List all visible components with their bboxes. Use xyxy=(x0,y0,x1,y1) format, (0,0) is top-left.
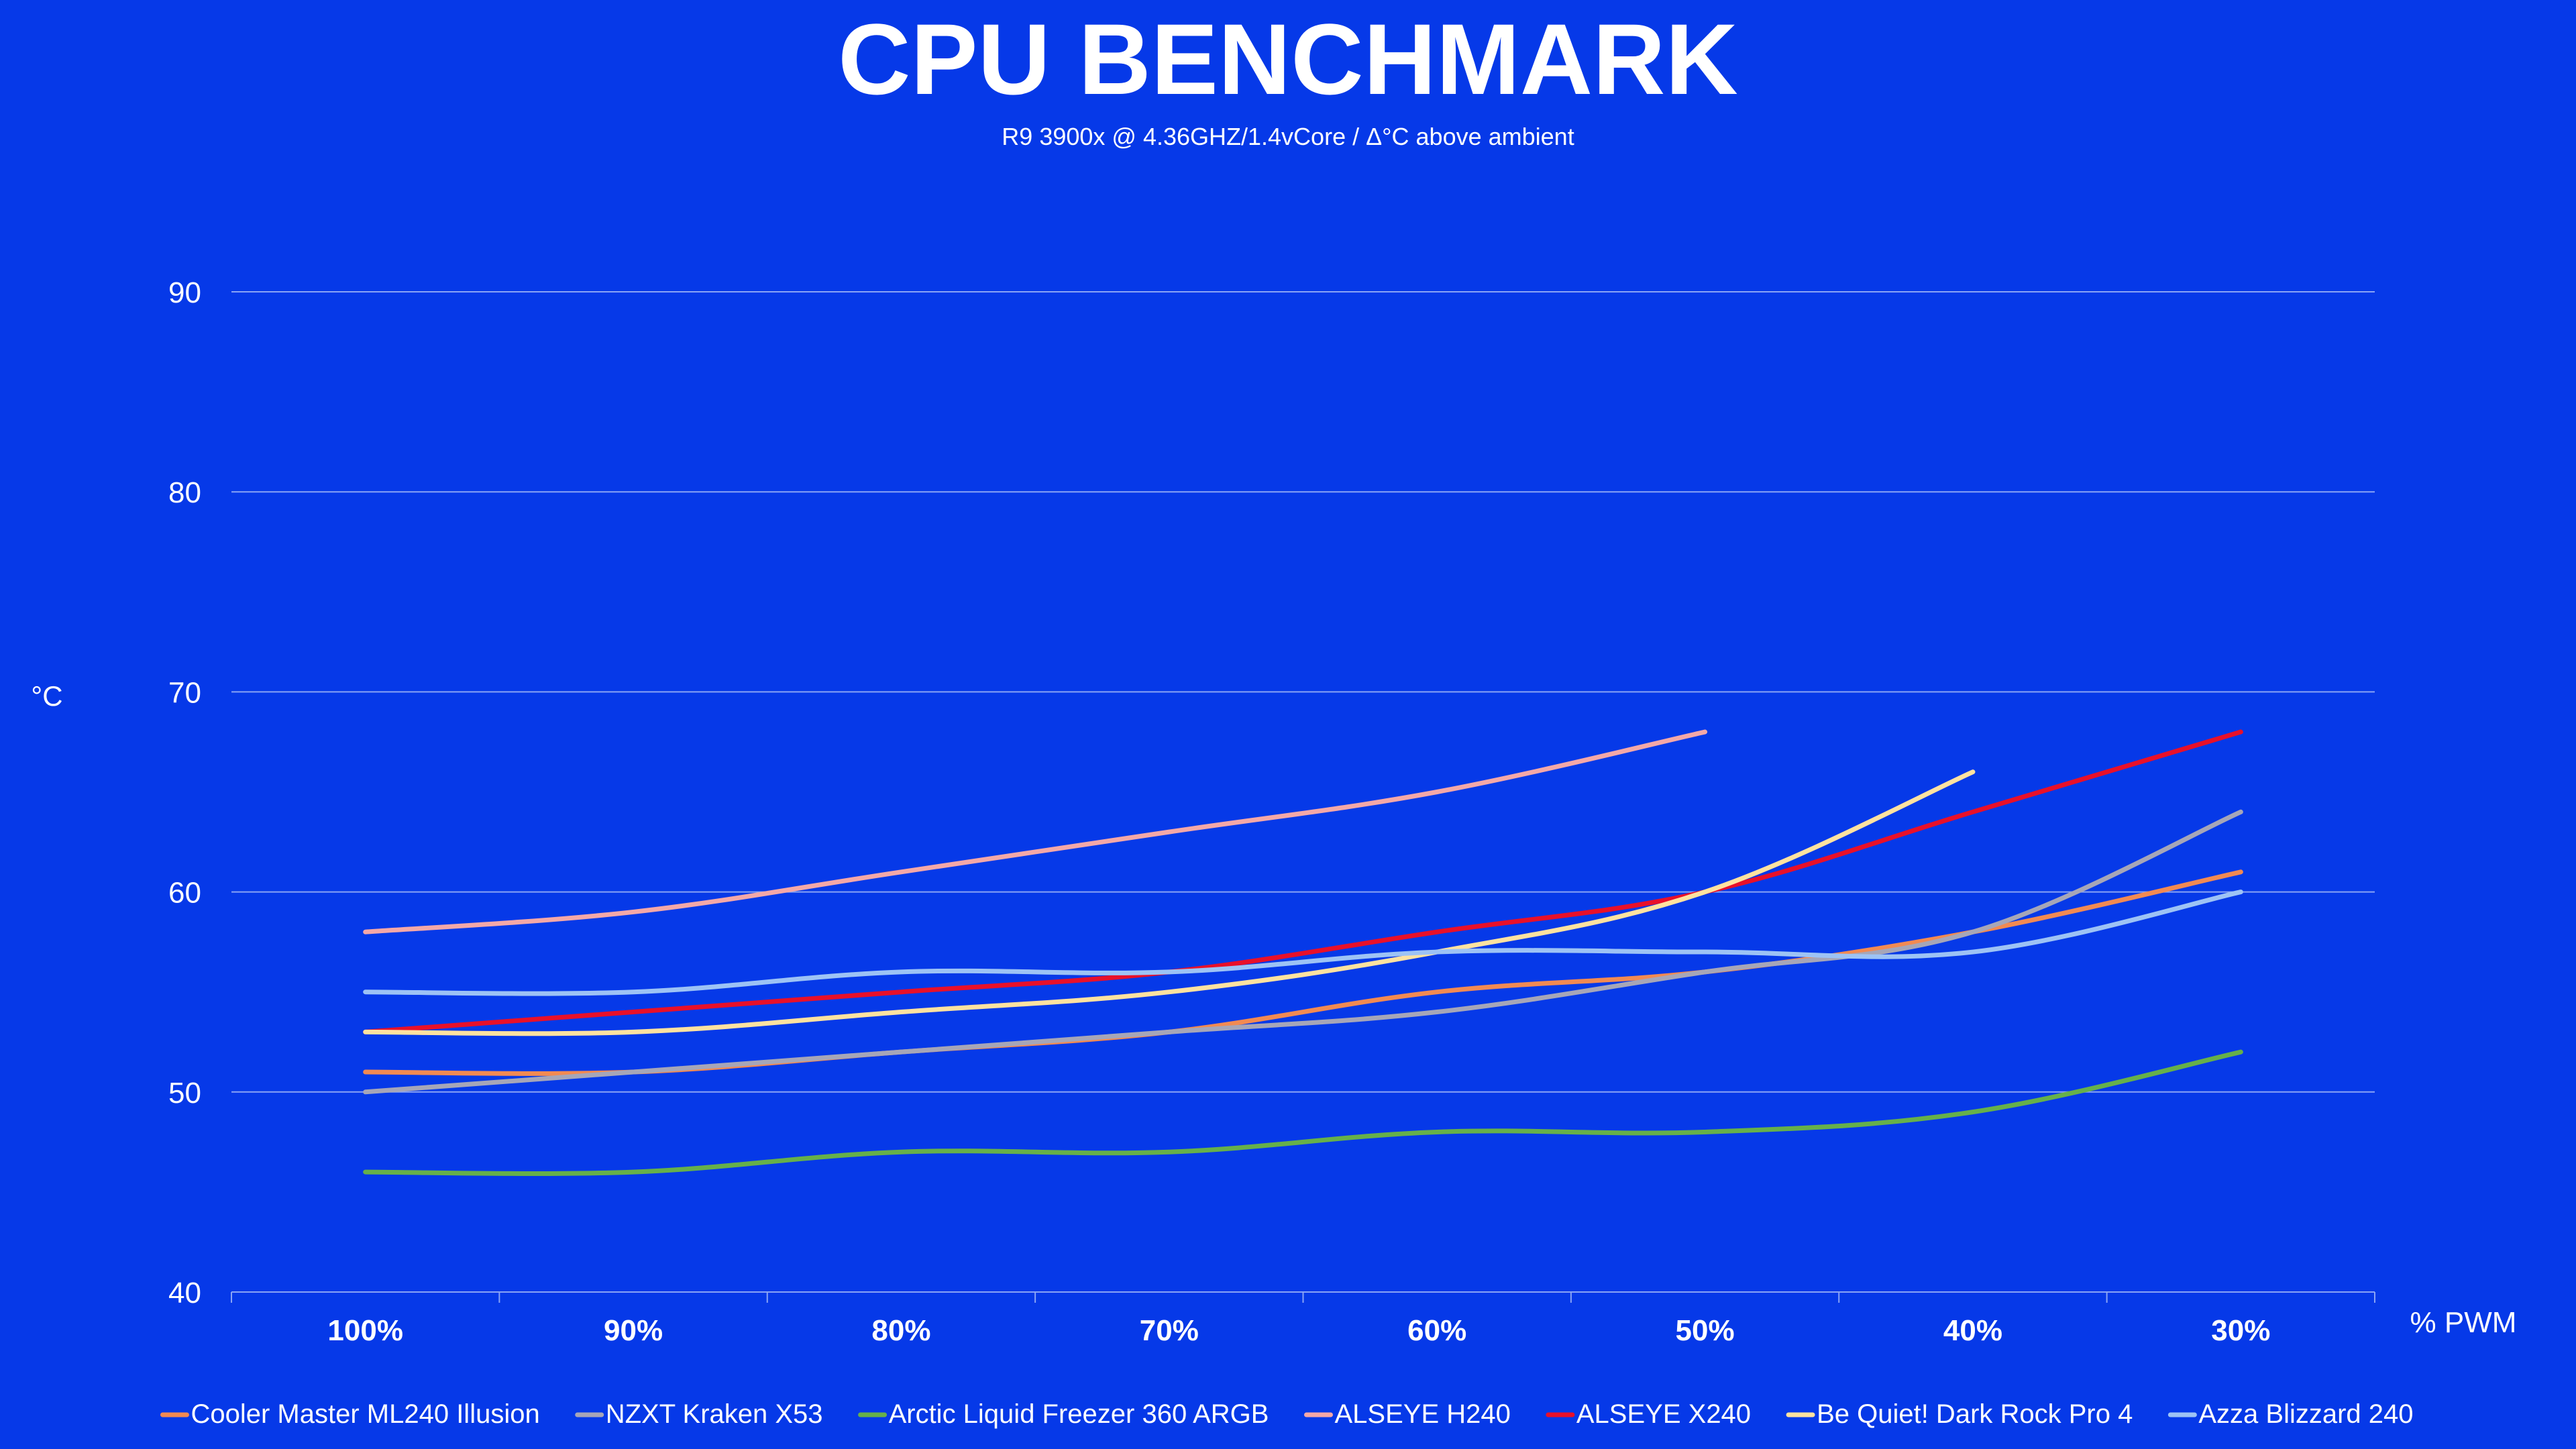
legend-label: Be Quiet! Dark Rock Pro 4 xyxy=(1817,1399,2133,1429)
series-line-4 xyxy=(363,729,2243,1034)
y-tick-label: 90 xyxy=(168,276,201,309)
series-line-5 xyxy=(363,769,1976,1036)
x-tick-label: 90% xyxy=(604,1314,663,1347)
legend-label: ALSEYE X240 xyxy=(1576,1399,1751,1429)
series-line-3 xyxy=(363,729,1708,934)
legend-item: Cooler Master ML240 Illusion xyxy=(160,1399,540,1429)
chart-title: CPU BENCHMARK xyxy=(838,3,1738,115)
legend-label: ALSEYE H240 xyxy=(1334,1399,1510,1429)
legend-label: NZXT Kraken X53 xyxy=(606,1399,823,1429)
legend-label: Arctic Liquid Freezer 360 ARGB xyxy=(889,1399,1269,1429)
x-axis xyxy=(231,1291,2375,1303)
legend-item: Azza Blizzard 240 xyxy=(2167,1399,2414,1429)
y-tick-label: 50 xyxy=(168,1077,201,1110)
legend-item: ALSEYE X240 xyxy=(1546,1399,1751,1429)
chart-subtitle: R9 3900x @ 4.36GHZ/1.4vCore / Δ°C above … xyxy=(1002,123,1574,150)
series-line-2 xyxy=(363,1049,2243,1176)
series-line-1 xyxy=(363,809,2243,1095)
x-tick-label: 50% xyxy=(1676,1314,1735,1347)
x-tick-label: 40% xyxy=(1943,1314,2002,1347)
y-tick-label: 70 xyxy=(168,676,201,709)
x-axis-ticks: 100% 90% 80% 70% 60% 50% 40% 30% xyxy=(327,1314,2270,1347)
x-tick-label: 100% xyxy=(327,1314,403,1347)
series-lines xyxy=(363,729,2243,1176)
series-line-6 xyxy=(363,890,2243,996)
legend-item: Arctic Liquid Freezer 360 ARGB xyxy=(858,1399,1269,1429)
legend-item: Be Quiet! Dark Rock Pro 4 xyxy=(1786,1399,2133,1429)
legend-label: Azza Blizzard 240 xyxy=(2198,1399,2413,1429)
y-axis-ticks: 40 50 60 70 80 90 xyxy=(168,276,201,1309)
y-axis-label: °C xyxy=(31,680,62,712)
x-tick-label: 30% xyxy=(2211,1314,2270,1347)
legend: Cooler Master ML240 Illusion NZXT Kraken … xyxy=(160,1399,2414,1429)
legend-item: ALSEYE H240 xyxy=(1303,1399,1511,1429)
y-tick-label: 60 xyxy=(168,877,201,910)
x-tick-label: 60% xyxy=(1407,1314,1466,1347)
y-tick-label: 80 xyxy=(168,476,201,509)
legend-item: NZXT Kraken X53 xyxy=(575,1399,823,1429)
x-tick-label: 70% xyxy=(1140,1314,1199,1347)
x-tick-label: 80% xyxy=(871,1314,930,1347)
grid-lines xyxy=(231,291,2375,1093)
y-tick-label: 40 xyxy=(168,1277,201,1309)
legend-label: Cooler Master ML240 Illusion xyxy=(191,1399,539,1429)
x-axis-label: % PWM xyxy=(2410,1306,2517,1339)
